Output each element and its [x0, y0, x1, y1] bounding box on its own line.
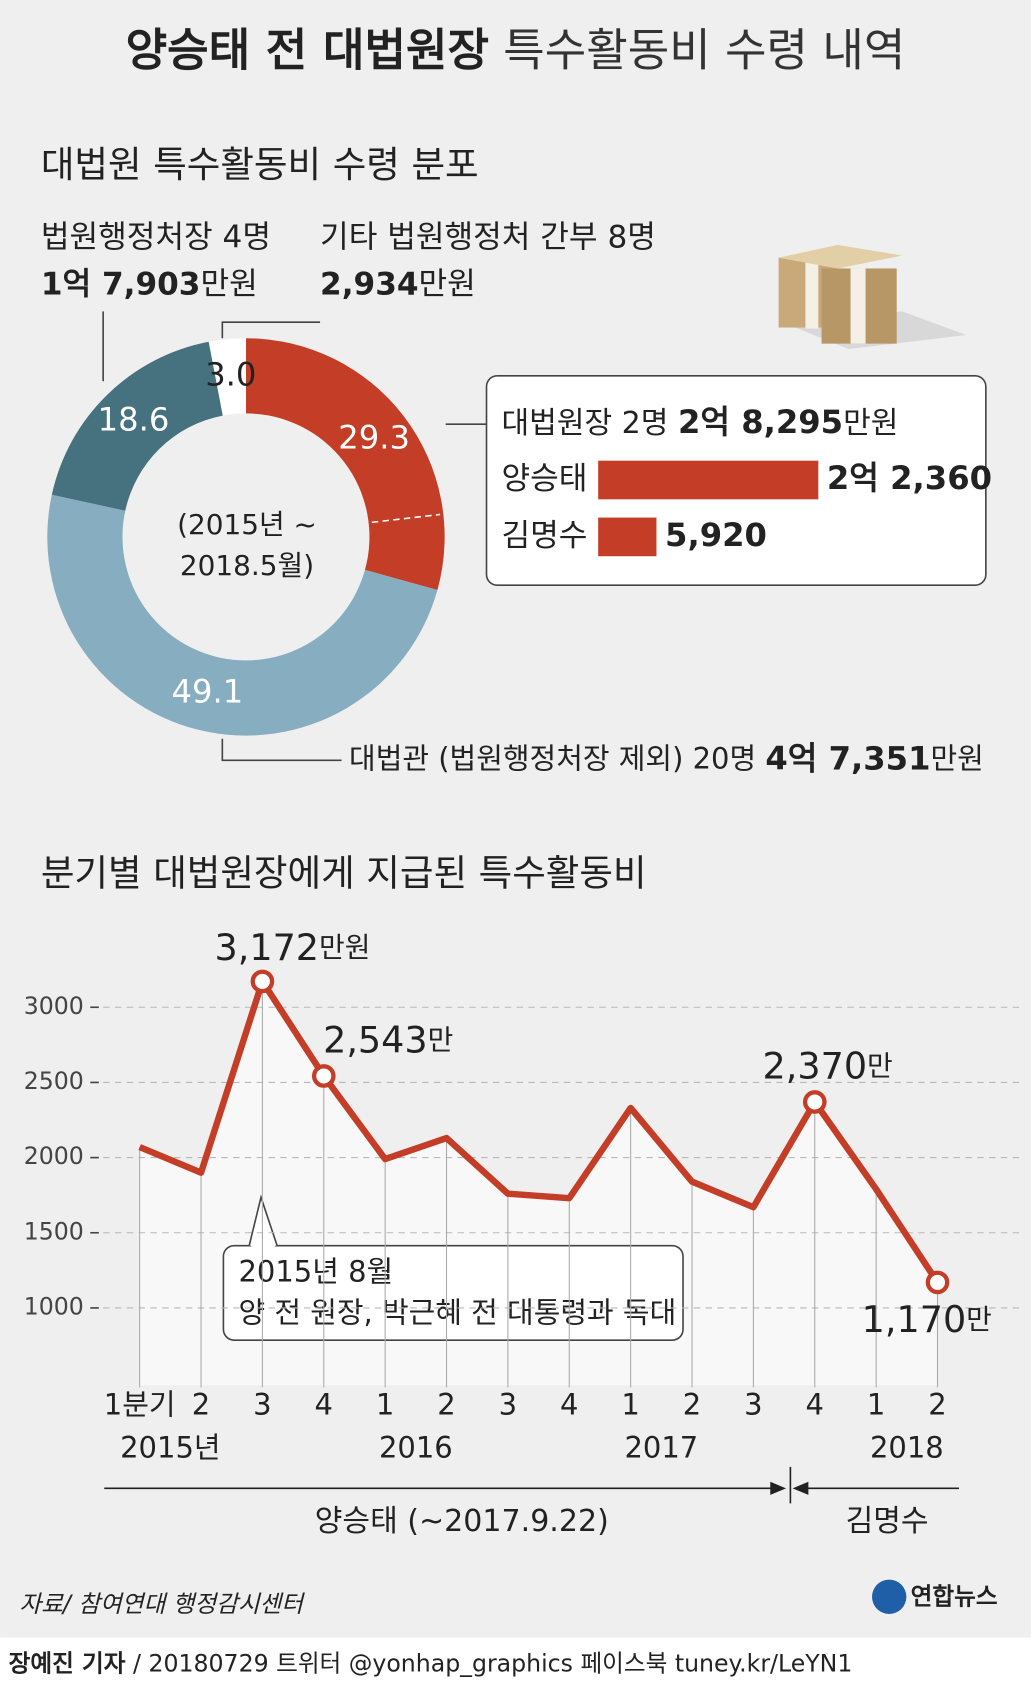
- value-label: 2,370만: [763, 1044, 893, 1087]
- value-unit: 만: [428, 1024, 454, 1057]
- leader: [221, 321, 321, 339]
- point: [925, 1270, 950, 1295]
- timeline-label: 김명수: [846, 1504, 929, 1539]
- bar-category: 김명수: [502, 518, 588, 554]
- bar-value: 5,920: [665, 516, 767, 554]
- value-label: 1,170만: [862, 1298, 992, 1341]
- amount-number: 1억 7,903: [41, 267, 201, 303]
- donut-title: 대법원 특수활동비 수령 분포: [41, 143, 479, 186]
- bar-category: 양승태: [502, 461, 588, 497]
- x-tick-label: 1: [376, 1388, 394, 1422]
- annotation-line: 양 전 원장, 박근혜 전 대통령과 독대: [238, 1295, 676, 1329]
- leader: [221, 738, 342, 762]
- x-tick-label: 4: [315, 1388, 333, 1422]
- logo-mark: [872, 1579, 907, 1614]
- slice-label: 3.0: [205, 356, 256, 394]
- source: 자료/ 참여연대 행정감시센터: [19, 1590, 305, 1618]
- x-tick-label: 1분기: [104, 1388, 176, 1422]
- x-tick-label: 3: [744, 1388, 762, 1422]
- slice-label: 49.1: [172, 672, 244, 710]
- annotation-pointer: [248, 1194, 278, 1246]
- value-unit: 만: [867, 1050, 893, 1083]
- slice-label: 18.6: [98, 401, 170, 439]
- bar: [598, 517, 657, 557]
- credit: 장예진 기자 / 20180729 트위터 @yonhap_graphics 페…: [9, 1649, 853, 1677]
- leaders: [102, 311, 487, 762]
- amount-unit: 만원: [843, 406, 898, 441]
- main-title: 양승태 전 대법원장 특수활동비 수령 내역: [126, 24, 906, 77]
- point: [311, 1064, 336, 1088]
- bar: [598, 460, 819, 500]
- bar-value: 2억 2,360: [827, 459, 992, 497]
- annotation-box: [222, 1244, 684, 1341]
- value-label: 2,543만: [323, 1018, 453, 1061]
- timeline-label: 양승태 (~2017.9.22): [315, 1504, 609, 1539]
- slice-name: 기타 법원행정처 간부 8명: [320, 219, 656, 255]
- x-tick-label: 2: [437, 1388, 455, 1422]
- slice: [51, 341, 223, 511]
- year-label: 2015년: [120, 1431, 220, 1465]
- year-label: 2018: [870, 1431, 944, 1465]
- value-unit: 만원: [319, 931, 370, 964]
- slice-name: 대법원장 2명: [502, 406, 669, 441]
- amount-unit: 만원: [419, 267, 476, 303]
- point: [802, 1090, 827, 1114]
- y-tick-label: 1000: [24, 1292, 84, 1320]
- main-title-bold: 양승태 전 대법원장: [126, 24, 489, 77]
- timeline: [104, 1466, 959, 1504]
- x-tick-label: 3: [499, 1388, 517, 1422]
- value-number: 3,172: [215, 926, 320, 969]
- slice-split: [371, 513, 441, 524]
- y-tick-label: 2000: [24, 1142, 84, 1170]
- amount-unit: 만원: [200, 267, 257, 303]
- arrow: [792, 1481, 809, 1495]
- value-number: 1,170: [862, 1298, 967, 1341]
- slice-name-amount: 대법원장 2명 2억 8,295만원: [502, 403, 899, 441]
- reporter: 장예진 기자: [9, 1649, 126, 1677]
- arrow: [770, 1481, 787, 1495]
- annotation-line: 2015년 8월: [238, 1255, 393, 1289]
- year-label: 2016: [379, 1431, 453, 1465]
- x-tick-label: 4: [560, 1388, 578, 1422]
- value-unit: 만: [966, 1303, 992, 1336]
- x-tick-label: 2: [928, 1388, 946, 1422]
- amount-number: 4억 7,351: [765, 739, 930, 777]
- value-label: 3,172만원: [215, 926, 371, 969]
- logo: 연합뉴스: [911, 1582, 998, 1610]
- slice: [245, 338, 445, 590]
- slice-label: 29.3: [338, 418, 410, 456]
- x-tick-label: 2: [192, 1388, 210, 1422]
- slice: [208, 338, 246, 416]
- main-title-light: 특수활동비 수령 내역: [503, 24, 905, 77]
- line-title: 분기별 대법원장에게 지급된 특수활동비: [41, 852, 647, 895]
- slice-name: 법원행정처장 4명: [41, 219, 271, 255]
- value-number: 2,370: [763, 1044, 867, 1087]
- y-tick-label: 2500: [24, 1067, 84, 1095]
- x-tick-label: 4: [806, 1388, 824, 1422]
- money-icon: [778, 244, 967, 349]
- center-label: (2015년 ~: [177, 508, 317, 541]
- y-tick-label: 3000: [24, 992, 84, 1020]
- y-tick-label: 1500: [24, 1217, 84, 1245]
- x-tick-label: 3: [253, 1388, 271, 1422]
- slice-name-amount: 대법관 (법원행정처장 제외) 20명 4억 7,351만원: [349, 739, 984, 777]
- credit-rest: / 20180729 트위터 @yonhap_graphics 페이스북 tun…: [133, 1649, 852, 1677]
- center-label: 2018.5월): [180, 549, 314, 582]
- slice-amount: 2,934만원: [320, 267, 476, 303]
- value-number: 2,543: [323, 1018, 428, 1061]
- amount-number: 2억 8,295: [678, 403, 843, 441]
- amount-number: 2,934: [320, 267, 418, 303]
- amount-unit: 만원: [931, 741, 984, 775]
- year-label: 2017: [624, 1431, 698, 1465]
- point: [250, 969, 275, 994]
- line: [138, 978, 941, 1285]
- x-tick-label: 1: [621, 1388, 639, 1422]
- x-tick-label: 1: [867, 1388, 885, 1422]
- slice-amount: 1억 7,903만원: [41, 267, 258, 303]
- slice: [47, 494, 438, 736]
- slice-name: 대법관 (법원행정처장 제외) 20명: [349, 741, 756, 775]
- x-tick-label: 2: [683, 1388, 701, 1422]
